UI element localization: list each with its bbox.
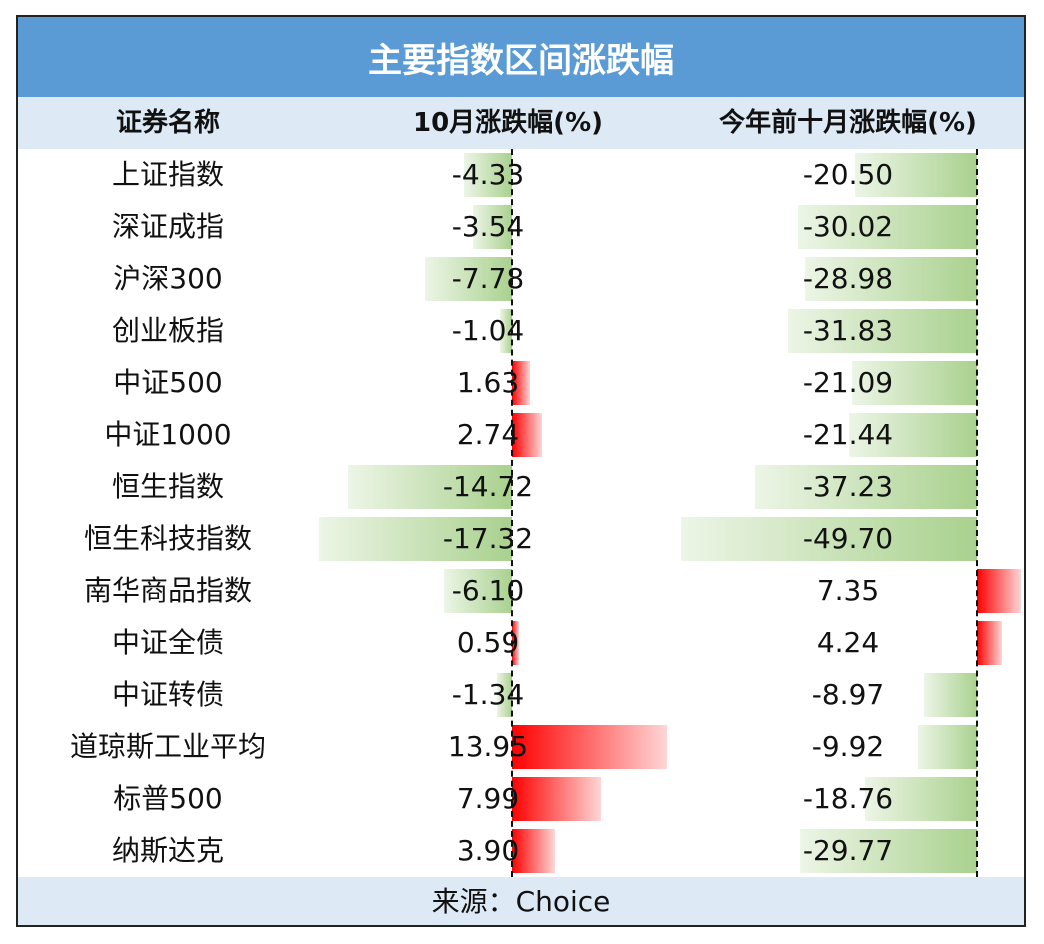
oct-value: -14.72	[442, 470, 534, 503]
oct-bar	[512, 361, 531, 405]
ytd-bar	[851, 361, 977, 405]
header-name: 证券名称	[115, 108, 220, 138]
oct-bar	[444, 569, 512, 613]
oct-value: -6.10	[451, 574, 525, 607]
index-name: 深证成指	[111, 210, 224, 243]
ytd-bar	[804, 257, 977, 301]
oct-value: -17.32	[442, 522, 534, 555]
ytd-bar	[799, 829, 977, 873]
index-name: 沪深300	[113, 262, 223, 295]
header-oct: 10月涨跌幅(%)	[413, 108, 603, 138]
oct-value: 3.90	[456, 834, 520, 867]
oct-bar	[497, 673, 512, 717]
header-ytd: 今年前十月涨跌幅(%)	[719, 108, 977, 138]
ytd-value: -31.83	[802, 314, 894, 347]
oct-bar	[472, 205, 512, 249]
oct-value: -7.78	[451, 262, 525, 295]
ytd-value: 4.24	[816, 626, 880, 659]
table-row: 南华商品指数 -6.10 7.35	[18, 565, 1024, 617]
index-name: 中证全债	[111, 626, 224, 659]
oct-bar	[512, 777, 601, 821]
chart-title: 主要指数区间涨跌幅	[18, 17, 1024, 97]
table-row: 中证1000 2.74 -21.44	[18, 409, 1024, 461]
ytd-value: -30.02	[802, 210, 894, 243]
oct-bar	[348, 465, 512, 509]
ytd-value: -21.44	[802, 418, 894, 451]
index-name: 纳斯达克	[111, 834, 224, 867]
ytd-bar	[798, 205, 977, 249]
ytd-bar	[755, 465, 977, 509]
oct-value: -3.54	[451, 210, 525, 243]
ytd-bar	[977, 621, 1003, 665]
ytd-bar	[977, 569, 1021, 613]
header-row: 证券名称 10月涨跌幅(%) 今年前十月涨跌幅(%)	[18, 97, 1024, 149]
ytd-value: -18.76	[802, 782, 894, 815]
oct-value: 7.99	[456, 782, 520, 815]
ytd-bar	[787, 309, 977, 353]
chart-frame: 主要指数区间涨跌幅 证券名称 10月涨跌幅(%) 今年前十月涨跌幅(%) 上证指…	[16, 15, 1026, 927]
oct-value: 0.59	[456, 626, 520, 659]
oct-bar	[500, 309, 512, 353]
table-row: 纳斯达克 3.90 -29.77	[18, 825, 1024, 877]
oct-bar	[425, 257, 512, 301]
ytd-value: -21.09	[802, 366, 894, 399]
ytd-value: -9.92	[811, 730, 885, 763]
oct-value: 13.95	[447, 730, 529, 763]
oct-value: 2.74	[456, 418, 520, 451]
table-row: 深证成指 -3.54 -30.02	[18, 201, 1024, 253]
index-name: 南华商品指数	[83, 574, 252, 607]
index-name: 创业板指	[111, 314, 224, 347]
oct-value: 1.63	[456, 366, 520, 399]
table-row: 中证转债 -1.34 -8.97	[18, 669, 1024, 721]
ytd-value: -37.23	[802, 470, 894, 503]
ytd-value: -49.70	[802, 522, 894, 555]
table-row: 上证指数 -4.33 -20.50	[18, 149, 1024, 201]
table-row: 恒生指数 -14.72 -37.23	[18, 461, 1024, 513]
oct-bar	[512, 621, 519, 665]
oct-value: -1.34	[451, 678, 525, 711]
ytd-bar	[865, 777, 977, 821]
ytd-value: -8.97	[811, 678, 885, 711]
ytd-value: -20.50	[802, 158, 894, 191]
ytd-value: 7.35	[816, 574, 880, 607]
index-name: 道琼斯工业平均	[69, 730, 266, 763]
index-name: 恒生科技指数	[83, 522, 252, 555]
ytd-bar	[681, 517, 977, 561]
data-table: 上证指数 -4.33 -20.50 深证成指 -3.54 -30.02 沪深300 -7.78…	[18, 149, 1024, 877]
oct-bar	[512, 725, 668, 769]
index-name: 恒生指数	[111, 470, 224, 503]
ytd-zero-axis	[976, 149, 978, 877]
source-footer: 来源：Choice	[18, 877, 1024, 925]
oct-value: -1.04	[451, 314, 525, 347]
ytd-bar	[923, 673, 977, 717]
oct-zero-axis	[511, 149, 513, 877]
table-row: 沪深300 -7.78 -28.98	[18, 253, 1024, 305]
index-name: 中证500	[113, 366, 223, 399]
oct-bar	[463, 153, 512, 197]
table-row: 创业板指 -1.04 -31.83	[18, 305, 1024, 357]
ytd-bar	[849, 413, 977, 457]
table-row: 标普500 7.99 -18.76	[18, 773, 1024, 825]
table-row: 中证全债 0.59 4.24	[18, 617, 1024, 669]
oct-value: -4.33	[451, 158, 525, 191]
ytd-value: -28.98	[802, 262, 894, 295]
ytd-bar	[917, 725, 977, 769]
index-name: 中证1000	[104, 418, 232, 451]
index-name: 中证转债	[111, 678, 224, 711]
oct-bar	[512, 829, 556, 873]
oct-bar	[319, 517, 512, 561]
table-row: 中证500 1.63 -21.09	[18, 357, 1024, 409]
table-row: 道琼斯工业平均 13.95 -9.92	[18, 721, 1024, 773]
oct-bar	[512, 413, 543, 457]
index-name: 标普500	[113, 782, 223, 815]
ytd-bar	[855, 153, 977, 197]
index-name: 上证指数	[111, 158, 224, 191]
ytd-value: -29.77	[802, 834, 894, 867]
table-row: 恒生科技指数 -17.32 -49.70	[18, 513, 1024, 565]
